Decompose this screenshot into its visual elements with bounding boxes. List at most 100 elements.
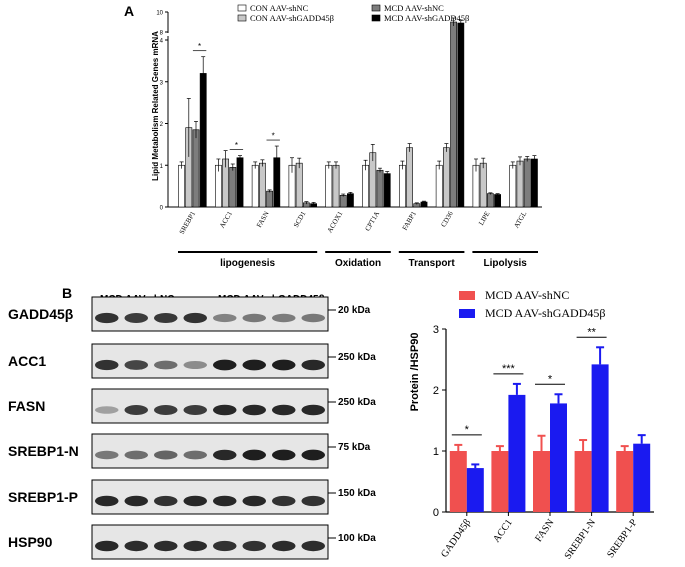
blot-band [301, 404, 325, 416]
chart-b-bar [533, 451, 550, 512]
blot-band [213, 449, 237, 461]
blot-strip [91, 524, 329, 560]
blot-band [154, 405, 178, 415]
blot-band [301, 540, 325, 552]
panel-label-b: B [62, 285, 72, 301]
blot-strip [91, 433, 329, 469]
blot-band [301, 495, 325, 507]
chart-a-bar [266, 190, 273, 208]
chart-a-bar [516, 160, 524, 208]
blot-band [213, 495, 237, 507]
chart-b-xtick-label: ACC1 [491, 517, 515, 544]
blot-band [301, 359, 325, 371]
blot-strip [91, 479, 329, 515]
blot-band [124, 360, 148, 370]
western-blot: MCD AAV-shNC MCD AAV-shGADD45β GADD45β20… [8, 294, 376, 560]
chart-a-xtick-label: FASN [255, 210, 271, 229]
blot-band [272, 449, 296, 461]
blot-marker-label: 75 kDa [338, 442, 371, 453]
chart-b: Protein /HSP90 0 1 2 3 GADD45β ACC1 FASN SREBP1… [409, 288, 654, 562]
chart-b-ytick-label: 3 [433, 324, 439, 336]
chart-b-xtick-label: SREBP1-P [605, 517, 640, 560]
blot-band [242, 449, 266, 461]
chart-b-legend-label: MCD AAV-shGADD45β [485, 306, 605, 320]
chart-a-bar [383, 173, 391, 208]
blot-marker-label: 100 kDa [338, 533, 376, 544]
blot-band [183, 495, 207, 507]
chart-a-group-label: Transport [409, 258, 456, 269]
chart-a-legend-swatch [371, 14, 381, 22]
blot-band [213, 540, 237, 552]
chart-a-group-label: Oxidation [335, 258, 381, 269]
chart-a-bar [406, 147, 413, 208]
chart-a-xtick-label: SCD1 [292, 210, 308, 229]
blot-band [124, 450, 148, 460]
chart-a-legend-label: CON AAV-shNC [250, 3, 309, 13]
chart-a-xtick-label: FABP1 [401, 210, 418, 232]
chart-a-bar [523, 158, 531, 208]
chart-a-bar [376, 169, 384, 208]
blot-band [272, 540, 296, 552]
blot-marker-label: 250 kDa [338, 352, 376, 363]
blot-band [183, 361, 207, 369]
blot-band [154, 495, 178, 507]
blot-band [242, 540, 266, 552]
blot-band [95, 450, 119, 460]
blot-band [95, 406, 119, 414]
chart-a-ytick-label: 3 [160, 80, 164, 86]
chart-a-bar [236, 157, 244, 208]
chart-a-bar [199, 73, 207, 208]
blot-protein-label: ACC1 [8, 353, 46, 369]
blot-band [183, 450, 207, 460]
chart-a-xtick-label: ACC1 [218, 210, 234, 230]
chart-a-bar [362, 164, 369, 208]
chart-a-xtick-label: SREBP1 [178, 210, 198, 236]
blot-strip [91, 388, 329, 424]
blot-band [242, 313, 266, 323]
chart-b-sig-label: * [548, 373, 553, 385]
chart-a-bar [457, 22, 465, 208]
chart-a-xtick-label: LIPE [477, 210, 491, 227]
chart-a-sig-label: * [272, 132, 275, 141]
chart-b-bar [508, 394, 526, 512]
blot-band [95, 312, 119, 324]
blot-band [301, 449, 325, 461]
blot-band [242, 495, 266, 507]
chart-a-group-label: lipogenesis [220, 258, 275, 269]
chart-a-bar [295, 162, 303, 208]
chart-b-legend-label: MCD AAV-shNC [485, 288, 569, 302]
blot-band [272, 495, 296, 507]
chart-a-ytick-upper-label: 10 [156, 11, 163, 17]
chart-b-sig-label: ** [587, 326, 596, 338]
chart-a-bar [251, 164, 259, 208]
blot-band [124, 405, 148, 415]
chart-b-sig-label: *** [502, 363, 516, 375]
chart-b-sig-label: * [465, 424, 470, 436]
chart-a: Lipid Metabolism Related Genes mRNA 0 1 2 3… [151, 3, 542, 269]
blot-band [272, 313, 296, 323]
blot-protein-label: FASN [8, 398, 45, 414]
blot-protein-label: HSP90 [8, 534, 53, 550]
chart-b-ytick-label: 0 [433, 507, 439, 519]
chart-a-bar [450, 21, 457, 208]
chart-b-xtick-label: FASN [533, 517, 556, 544]
chart-b-bar [633, 443, 651, 512]
blot-band [272, 404, 296, 416]
blot-band [124, 495, 148, 507]
chart-a-bar [435, 164, 443, 208]
chart-a-bar [339, 195, 347, 208]
blot-band [95, 359, 119, 371]
blot-band [272, 359, 296, 371]
chart-a-legend-swatch [371, 4, 381, 12]
chart-b-bar [574, 451, 592, 512]
chart-a-bar [346, 193, 354, 208]
chart-a-bar [530, 158, 538, 208]
chart-a-legend-swatch [237, 14, 247, 22]
chart-a-legend-label: MCD AAV-shNC [384, 3, 444, 13]
chart-a-xtick-label: ATGL [512, 210, 528, 229]
blot-band [242, 404, 266, 416]
chart-b-bar [616, 451, 634, 512]
blot-band [183, 540, 207, 552]
chart-a-ytick-label: 4 [160, 39, 164, 45]
chart-b-bar [449, 451, 467, 512]
